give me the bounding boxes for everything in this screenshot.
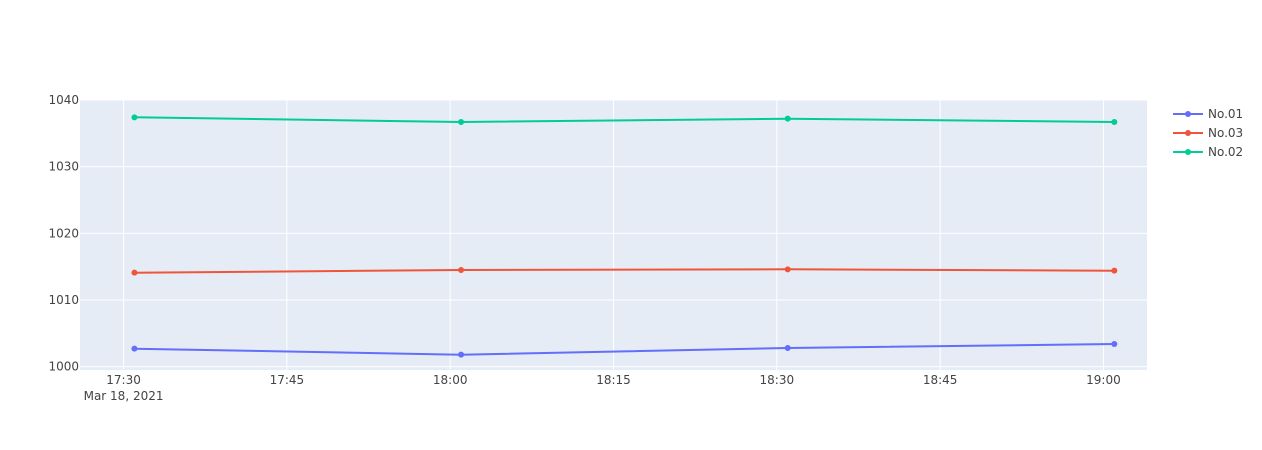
x-tick-label: 17:45 [270,373,305,387]
series-no-03 [131,266,1118,276]
y-tick-label: 1020 [48,226,79,240]
data-point [1111,341,1118,347]
data-point [458,119,465,125]
x-tick-label: 18:30 [760,373,795,387]
legend[interactable]: No.01 No.03 No.02 [1173,107,1243,159]
y-tick-label: 1000 [48,360,79,374]
x-tick-sublabel: Mar 18, 2021 [84,389,164,403]
series-no-02 [131,114,1118,125]
legend-item[interactable]: No.02 [1173,145,1243,159]
series-line [134,116,1115,123]
x-tick-label: 17:30 [106,373,141,387]
legend-label: No.03 [1208,126,1243,140]
legend-swatch-marker [1185,111,1191,117]
data-point [1111,119,1118,125]
series-no-01 [131,341,1118,358]
legend-swatch-marker [1185,130,1191,136]
y-tick-label: 1030 [48,160,79,174]
x-tick-label: 18:45 [923,373,958,387]
data-point [1111,267,1118,274]
data-point [131,269,138,276]
legend-item[interactable]: No.03 [1173,126,1243,140]
data-point [784,266,791,273]
legend-label: No.01 [1208,107,1243,121]
legend-swatch-marker [1185,149,1191,155]
data-point [458,267,465,273]
x-tick-label: 18:15 [596,373,631,387]
y-tick-label: 1040 [48,93,79,107]
series-line [134,343,1115,356]
grid-lines [80,99,1147,370]
x-tick-label: 18:00 [433,373,468,387]
data-point [458,351,465,358]
data-point [784,345,791,351]
series-layer [131,114,1118,358]
y-tick-label: 1010 [48,293,79,307]
data-point [784,115,791,122]
legend-label: No.02 [1208,145,1243,159]
legend-item[interactable]: No.01 [1173,107,1243,121]
data-point [131,345,138,352]
x-tick-label: 19:00 [1086,373,1121,387]
series-line [134,268,1115,274]
data-point [131,114,138,121]
x-axis: 17:30 Mar 18, 2021 17:45 18:00 18:15 18:30 18:… [84,373,1121,403]
y-axis: 1000 1010 1020 1030 1040 [48,93,79,374]
